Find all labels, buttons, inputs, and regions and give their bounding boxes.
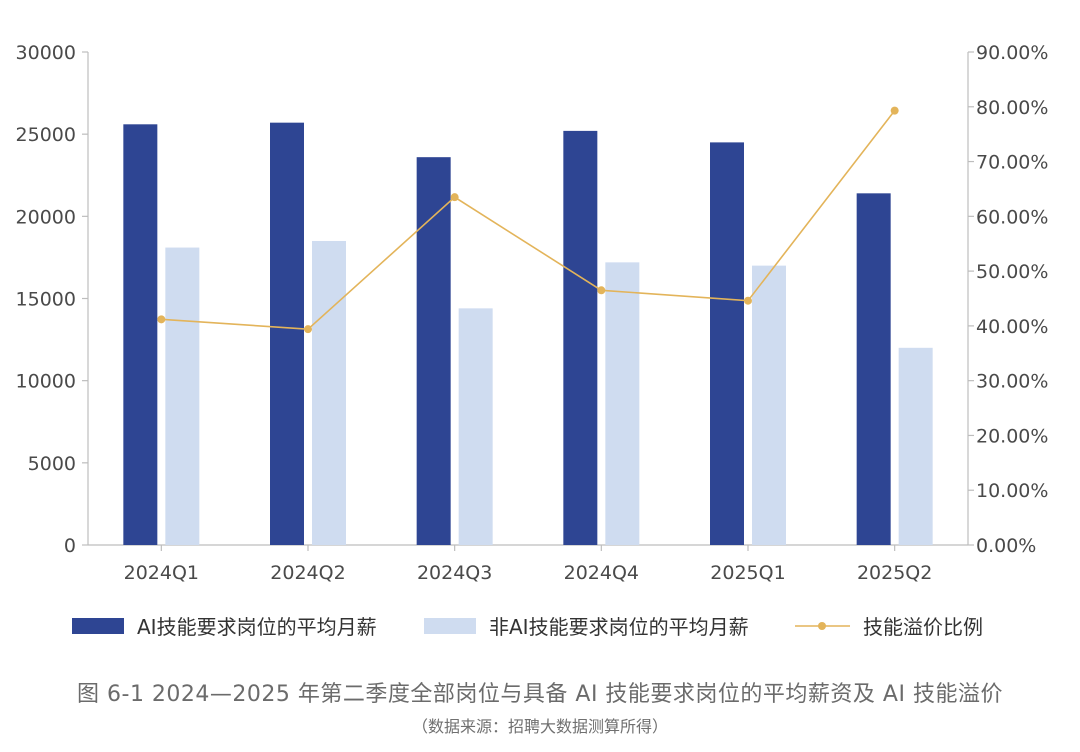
- right-axis-tick-label: 50.00%: [976, 261, 1048, 283]
- right-y-axis: 0.00% 10.00% 20.00% 30.00% 40.00% 50.00% 60.00…: [967, 42, 1048, 557]
- figure-caption: 图 6-1 2024—2025 年第二季度全部岗位与具备 AI 技能要求岗位的平…: [77, 682, 1003, 707]
- ai-salary-bar: [123, 124, 158, 545]
- ai-salary-bar: [270, 122, 304, 545]
- non-ai-salary-bar: [605, 262, 640, 545]
- left-axis-tick-label: 10000: [16, 371, 76, 393]
- left-axis-tick-label: 20000: [16, 206, 76, 228]
- x-axis-tick-label: 2025Q2: [857, 562, 932, 584]
- x-axis-tick-label: 2025Q1: [710, 562, 785, 584]
- right-axis-tick-label: 0.00%: [976, 535, 1036, 557]
- ai-salary-bar: [856, 193, 891, 545]
- data-source-note: （数据来源：招聘大数据测算所得）: [411, 717, 668, 736]
- right-axis-tick-label: 80.00%: [976, 97, 1048, 119]
- right-axis-tick-label: 20.00%: [976, 425, 1048, 447]
- left-axis-tick-label: 5000: [28, 453, 76, 475]
- x-axis-tick-label: 2024Q3: [417, 562, 492, 584]
- left-axis-tick-label: 15000: [16, 289, 76, 311]
- right-axis-tick-label: 40.00%: [976, 316, 1048, 338]
- ai-salary-bar: [710, 142, 744, 545]
- right-axis-tick-label: 60.00%: [976, 206, 1048, 228]
- premium-point: [304, 325, 312, 334]
- right-axis-tick-label: 30.00%: [976, 371, 1048, 393]
- legend-label-non-ai: 非AI技能要求岗位的平均月薪: [489, 615, 749, 639]
- premium-line: [161, 110, 896, 330]
- ai-salary-bar: [416, 157, 451, 545]
- x-axis-tick-label: 2024Q4: [564, 562, 639, 584]
- premium-point: [744, 296, 752, 305]
- legend-swatch-non-ai: [424, 618, 476, 634]
- left-axis-tick-label: 0: [64, 535, 76, 557]
- x-axis: 2024Q1 2024Q2 2024Q3 2024Q4 2025Q1 2025Q2: [88, 544, 968, 584]
- non-ai-salary-bar: [312, 240, 346, 545]
- left-axis-tick-label: 25000: [16, 124, 76, 146]
- x-axis-tick-label: 2024Q2: [270, 562, 345, 584]
- legend-label-ai: AI技能要求岗位的平均月薪: [137, 615, 377, 639]
- premium-point: [450, 193, 459, 202]
- premium-line-group: [157, 106, 899, 334]
- legend-swatch-ai: [72, 618, 124, 634]
- non-ai-salary-bar: [752, 265, 786, 545]
- right-axis-tick-label: 70.00%: [976, 152, 1048, 174]
- combo-chart: 0 5000 10000 15000 20000 25000 30000 0.00% 10.0…: [16, 42, 1049, 639]
- premium-point: [890, 106, 899, 115]
- left-y-axis: 0 5000 10000 15000 20000 25000 30000: [16, 42, 89, 557]
- premium-point: [157, 315, 166, 324]
- right-axis-tick-label: 10.00%: [976, 480, 1048, 502]
- non-ai-salary-bar: [165, 247, 200, 545]
- premium-point: [597, 286, 606, 295]
- chart-legend: AI技能要求岗位的平均月薪 非AI技能要求岗位的平均月薪 技能溢价比例: [72, 615, 983, 639]
- ai-salary-bar: [563, 130, 598, 545]
- bar-series-group: [123, 122, 933, 545]
- non-ai-salary-bar: [898, 347, 933, 545]
- non-ai-salary-bar: [458, 308, 493, 545]
- legend-label-premium: 技能溢价比例: [863, 615, 983, 639]
- x-axis-tick-label: 2024Q1: [124, 562, 199, 584]
- right-axis-tick-label: 90.00%: [976, 42, 1048, 64]
- legend-swatch-premium-marker: [818, 622, 826, 630]
- left-axis-tick-label: 30000: [16, 42, 76, 64]
